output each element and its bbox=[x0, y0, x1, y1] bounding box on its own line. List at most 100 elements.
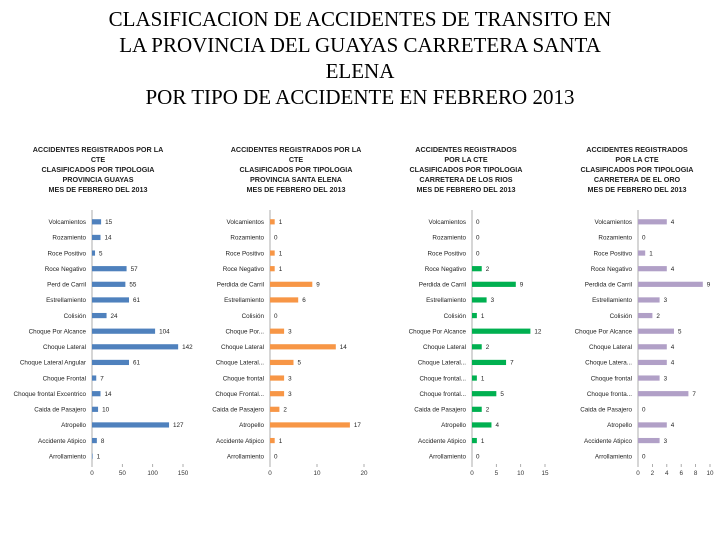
chart-santa-elena: ACCIDENTES REGISTRADOS POR LACTECLASIFIC… bbox=[212, 145, 368, 477]
category-label: Choque frontal bbox=[223, 375, 264, 382]
category-label: Estrellamiento bbox=[426, 297, 466, 304]
chart-panel-el-oro: ACCIDENTES REGISTRADOS POR LA CTE CLASIFIC… bbox=[560, 138, 718, 483]
data-label: 0 bbox=[274, 313, 278, 320]
category-label: Arrollamiento bbox=[49, 453, 87, 460]
bar bbox=[92, 453, 93, 459]
bar bbox=[92, 250, 96, 256]
bar bbox=[92, 375, 97, 381]
data-label: 0 bbox=[476, 250, 480, 257]
bar bbox=[270, 328, 285, 334]
category-label: Choque Lateral Angular bbox=[20, 360, 86, 367]
data-label: 0 bbox=[642, 407, 646, 414]
x-tick-label: 2 bbox=[651, 470, 655, 477]
data-label: 14 bbox=[104, 391, 112, 398]
data-label: 9 bbox=[316, 282, 320, 289]
data-label: 4 bbox=[495, 422, 499, 429]
bar bbox=[638, 250, 646, 256]
data-label: 61 bbox=[133, 360, 141, 367]
category-label: Rozamiento bbox=[598, 235, 632, 242]
bar bbox=[92, 328, 156, 334]
chart-panel-guayas: ACCIDENTES REGISTRADOS POR LA CTE CLASIFIC… bbox=[0, 138, 196, 483]
data-label: 7 bbox=[692, 391, 696, 398]
data-label: 15 bbox=[105, 219, 113, 226]
data-label: 3 bbox=[491, 297, 495, 304]
bar bbox=[92, 422, 170, 428]
category-label: Choque Lateral bbox=[43, 344, 86, 351]
title-line: LA PROVINCIA DEL GUAYAS CARRETERA SANTA bbox=[119, 33, 601, 57]
bar bbox=[270, 344, 336, 350]
category-label: Colisión bbox=[444, 313, 467, 320]
data-label: 14 bbox=[104, 235, 112, 242]
data-label: 10 bbox=[102, 407, 110, 414]
data-label: 4 bbox=[671, 344, 675, 351]
bar bbox=[472, 359, 507, 366]
category-label: Perdida de Carril bbox=[419, 282, 466, 289]
data-label: 1 bbox=[481, 313, 485, 320]
chart-title-line: CTE bbox=[91, 155, 106, 164]
category-label: Choque frontal bbox=[591, 375, 632, 382]
bar bbox=[472, 266, 482, 272]
data-label: 2 bbox=[486, 266, 490, 273]
category-label: Atropello bbox=[441, 422, 466, 429]
data-label: 2 bbox=[486, 344, 490, 351]
bar bbox=[270, 437, 275, 444]
x-tick-label: 10 bbox=[706, 470, 714, 477]
data-label: 0 bbox=[274, 453, 278, 460]
chart-title-line: MES DE FEBRERO DEL 2013 bbox=[588, 185, 687, 194]
category-label: Atropello bbox=[239, 422, 264, 429]
data-label: 0 bbox=[642, 453, 646, 460]
data-label: 7 bbox=[510, 360, 514, 367]
bar bbox=[638, 359, 667, 366]
category-label: Roce Negativo bbox=[223, 266, 265, 273]
data-label: 0 bbox=[274, 235, 278, 242]
chart-panel-santa-elena: ACCIDENTES REGISTRADOS POR LA CTE CLASIFIC… bbox=[199, 138, 375, 483]
category-label: Choque frontal Excentrico bbox=[14, 391, 87, 398]
category-label: Choque Lateral bbox=[221, 344, 264, 351]
x-tick-label: 10 bbox=[517, 470, 525, 477]
title-line: POR TIPO DE ACCIDENTE EN FEBRERO 2013 bbox=[145, 85, 575, 109]
data-label: 104 bbox=[159, 328, 170, 335]
x-tick-label: 4 bbox=[665, 470, 669, 477]
category-label: Accidente Atipico bbox=[418, 438, 466, 445]
chart-title-line: POR LA CTE bbox=[444, 155, 487, 164]
x-tick-label: 100 bbox=[147, 470, 158, 477]
bar bbox=[472, 281, 516, 287]
chart-title-line: PROVINCIA SANTA ELENA bbox=[250, 175, 342, 184]
category-label: Choque Por Alcance bbox=[29, 328, 87, 335]
category-label: Rozamiento bbox=[52, 235, 86, 242]
bar bbox=[638, 422, 667, 428]
chart-title-line: ACCIDENTES REGISTRADOS bbox=[586, 145, 688, 154]
category-label: Volcamientos bbox=[429, 219, 466, 226]
data-label: 0 bbox=[476, 453, 480, 460]
data-label: 3 bbox=[664, 297, 668, 304]
category-label: Choque Lateral... bbox=[418, 360, 467, 367]
category-label: Perd de Carril bbox=[47, 282, 86, 289]
bar bbox=[270, 219, 275, 225]
title-line: ELENA bbox=[325, 59, 395, 83]
category-label: Roce Negativo bbox=[45, 266, 87, 273]
category-label: Choque Lateral bbox=[589, 344, 632, 351]
data-label: 4 bbox=[671, 360, 675, 367]
category-label: Caida de Pasajero bbox=[414, 407, 466, 414]
category-label: Choque fronta... bbox=[587, 391, 632, 398]
category-label: Accidente Atipico bbox=[584, 438, 632, 445]
data-label: 3 bbox=[664, 375, 668, 382]
data-label: 3 bbox=[288, 375, 292, 382]
x-tick-label: 150 bbox=[178, 470, 189, 477]
bar bbox=[638, 281, 703, 287]
bar bbox=[270, 266, 275, 272]
category-label: Choque Latera... bbox=[585, 360, 632, 367]
chart-title-line: CLASIFICADOS POR TIPOLOGIA bbox=[239, 165, 352, 174]
data-label: 1 bbox=[481, 438, 485, 445]
category-label: Choque Lateral bbox=[423, 344, 466, 351]
data-label: 1 bbox=[649, 250, 653, 257]
data-label: 4 bbox=[671, 422, 675, 429]
chart-title-line: MES DE FEBRERO DEL 2013 bbox=[49, 185, 148, 194]
bar bbox=[92, 219, 102, 225]
x-tick-label: 0 bbox=[268, 470, 272, 477]
bar bbox=[270, 297, 299, 303]
chart-title-line: MES DE FEBRERO DEL 2013 bbox=[417, 185, 516, 194]
bar bbox=[638, 328, 674, 334]
data-label: 1 bbox=[279, 219, 283, 226]
data-label: 0 bbox=[476, 235, 480, 242]
